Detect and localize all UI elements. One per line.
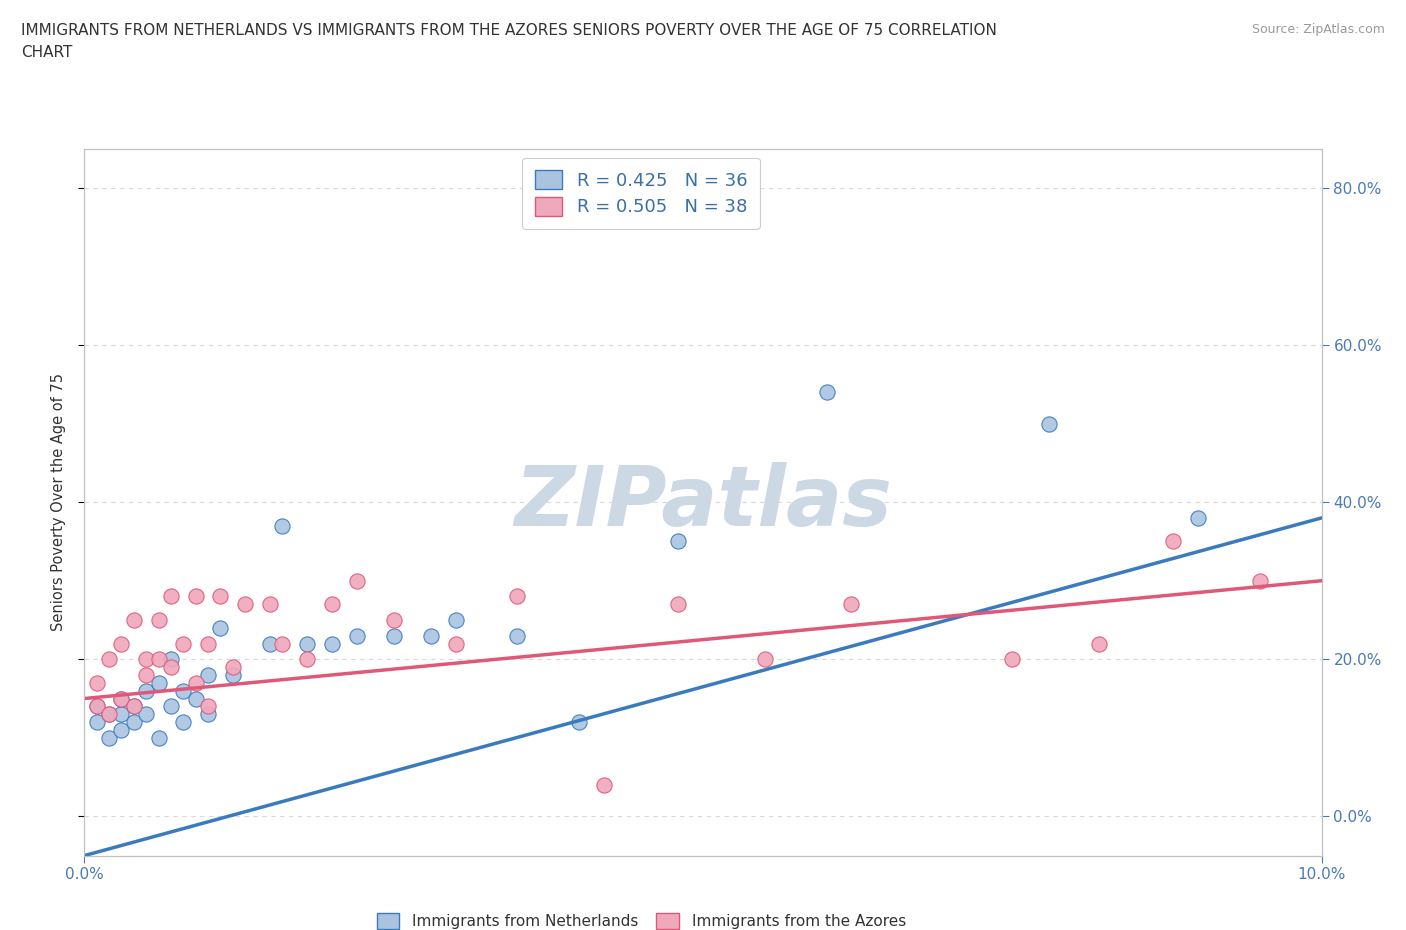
Point [568, 714, 591, 729]
Point [122, 613, 145, 628]
Point [321, 636, 343, 651]
Point [148, 652, 170, 667]
Point [160, 589, 183, 604]
Point [593, 777, 616, 792]
Point [209, 589, 232, 604]
Point [444, 613, 467, 628]
Point [110, 691, 132, 706]
Point [148, 675, 170, 690]
Point [197, 699, 219, 714]
Point [135, 652, 157, 667]
Point [110, 723, 132, 737]
Point [321, 597, 343, 612]
Point [135, 684, 157, 698]
Point [110, 636, 132, 651]
Point [122, 714, 145, 729]
Point [222, 659, 245, 674]
Point [197, 636, 219, 651]
Point [346, 629, 368, 644]
Point [841, 597, 863, 612]
Point [295, 652, 318, 667]
Point [295, 636, 318, 651]
Point [222, 668, 245, 683]
Point [160, 652, 183, 667]
Point [197, 668, 219, 683]
Point [110, 707, 132, 722]
Point [86, 699, 108, 714]
Point [209, 620, 232, 635]
Point [506, 629, 529, 644]
Point [259, 597, 281, 612]
Text: IMMIGRANTS FROM NETHERLANDS VS IMMIGRANTS FROM THE AZORES SENIORS POVERTY OVER T: IMMIGRANTS FROM NETHERLANDS VS IMMIGRANT… [21, 23, 997, 38]
Point [148, 730, 170, 745]
Point [98, 730, 121, 745]
Point [184, 691, 207, 706]
Text: CHART: CHART [21, 45, 73, 60]
Point [382, 613, 405, 628]
Point [1187, 511, 1209, 525]
Point [98, 652, 121, 667]
Point [666, 597, 689, 612]
Point [1088, 636, 1111, 651]
Point [271, 518, 294, 533]
Point [172, 636, 194, 651]
Point [197, 707, 219, 722]
Point [122, 699, 145, 714]
Point [135, 707, 157, 722]
Point [1038, 417, 1060, 432]
Y-axis label: Seniors Poverty Over the Age of 75: Seniors Poverty Over the Age of 75 [51, 373, 66, 631]
Point [382, 629, 405, 644]
Text: Source: ZipAtlas.com: Source: ZipAtlas.com [1251, 23, 1385, 36]
Point [172, 684, 194, 698]
Point [98, 707, 121, 722]
Point [86, 675, 108, 690]
Point [86, 714, 108, 729]
Point [444, 636, 467, 651]
Point [172, 714, 194, 729]
Point [148, 613, 170, 628]
Point [815, 385, 838, 400]
Point [98, 707, 121, 722]
Point [122, 699, 145, 714]
Point [754, 652, 776, 667]
Text: ZIPatlas: ZIPatlas [515, 461, 891, 543]
Point [666, 534, 689, 549]
Point [1249, 573, 1271, 588]
Point [160, 659, 183, 674]
Point [1161, 534, 1184, 549]
Point [184, 675, 207, 690]
Legend: Immigrants from Netherlands, Immigrants from the Azores: Immigrants from Netherlands, Immigrants … [368, 906, 914, 930]
Point [233, 597, 256, 612]
Point [346, 573, 368, 588]
Point [271, 636, 294, 651]
Point [419, 629, 441, 644]
Point [184, 589, 207, 604]
Point [86, 699, 108, 714]
Point [160, 699, 183, 714]
Point [259, 636, 281, 651]
Point [110, 691, 132, 706]
Point [135, 668, 157, 683]
Point [1001, 652, 1024, 667]
Point [506, 589, 529, 604]
